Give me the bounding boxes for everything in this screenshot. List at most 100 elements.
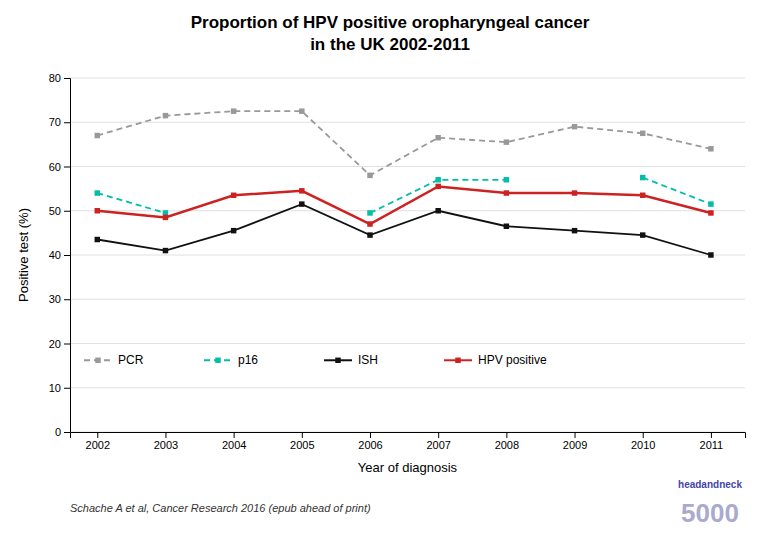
marker <box>367 210 372 215</box>
x-tick-mark <box>438 432 439 438</box>
y-tick: 20 <box>49 338 70 350</box>
annotation: Schache A et al, Cancer Research 2016 (e… <box>70 502 371 514</box>
legend-marker <box>95 358 100 363</box>
line <box>97 186 711 224</box>
annotation: 5000 <box>681 498 739 528</box>
x-tick: 2008 <box>495 432 519 451</box>
legend-bg <box>200 351 312 369</box>
marker <box>95 190 100 195</box>
x-tick-mark <box>711 432 712 438</box>
marker <box>435 135 440 140</box>
x-tick-mark <box>643 432 644 438</box>
marker <box>708 201 713 206</box>
marker <box>572 124 577 129</box>
legend-bg <box>440 351 552 369</box>
marker <box>708 210 713 215</box>
y-tick: 30 <box>49 293 70 305</box>
y-tick-label: 50 <box>49 205 61 217</box>
y-tick-mark <box>64 388 70 389</box>
marker <box>435 184 440 189</box>
marker <box>708 252 713 257</box>
x-tick: 2007 <box>426 432 450 451</box>
legend-marker <box>455 358 460 363</box>
legend: PCR p16 ISH HPV positive <box>80 351 552 369</box>
legend-label: p16 <box>238 353 258 367</box>
x-tick-label: 2008 <box>495 439 519 451</box>
y-tick-mark <box>64 255 70 256</box>
marker <box>95 208 100 213</box>
x-axis: 2002 2003 2004 2005 2006 2007 2008 2009 2010 2011 <box>71 432 746 451</box>
x-tick-label: 2007 <box>426 439 450 451</box>
y-axis-line <box>64 79 71 433</box>
legend-item: HPV positive <box>440 351 552 369</box>
markers <box>95 108 714 178</box>
legend-marker <box>215 358 220 363</box>
x-tick-mark <box>165 432 166 438</box>
legend-item: PCR <box>80 351 192 369</box>
x-tick: 2004 <box>222 432 246 451</box>
x-tick: 2002 <box>86 432 110 451</box>
y-tick: 40 <box>49 249 70 261</box>
y-tick-label: 0 <box>55 426 61 438</box>
marker <box>435 177 440 182</box>
y-tick-label: 80 <box>49 72 61 84</box>
grid-line <box>70 299 745 300</box>
marker <box>504 139 509 144</box>
x-tick: 2003 <box>154 432 178 451</box>
x-tick: 2009 <box>563 432 587 451</box>
x-tick-mark <box>370 432 371 438</box>
x-tick: 2006 <box>358 432 382 451</box>
marker <box>504 223 509 228</box>
y-tick-mark <box>64 78 70 79</box>
marker <box>504 190 509 195</box>
x-tick: 2005 <box>290 432 314 451</box>
legend-label: HPV positive <box>478 353 547 367</box>
x-tick-label: 2003 <box>154 439 178 451</box>
y-tick-mark <box>64 211 70 212</box>
x-tick-mark <box>97 432 98 438</box>
marker <box>367 221 372 226</box>
grid-line <box>70 210 745 211</box>
chart: Proportion of HPV positive oropharyngeal… <box>0 0 780 540</box>
marker <box>95 237 100 242</box>
marker <box>572 228 577 233</box>
legend-bg <box>80 351 192 369</box>
plot: 2002200320042005200620072008200920102011… <box>49 72 746 451</box>
marker <box>95 133 100 138</box>
grid-line <box>70 122 745 123</box>
y-axis-title: Positive test (%) <box>16 208 31 302</box>
y-tick-mark <box>64 122 70 123</box>
y-tick-label: 70 <box>49 116 61 128</box>
x-tick: 2010 <box>631 432 655 451</box>
marker <box>163 113 168 118</box>
x-tick-label: 2002 <box>86 439 110 451</box>
marker <box>640 193 645 198</box>
legend-item: p16 <box>200 351 312 369</box>
legend-item: ISH <box>320 351 432 369</box>
x-tick-mark <box>234 432 235 438</box>
y-tick: 60 <box>49 161 70 173</box>
marker <box>640 175 645 180</box>
legend-label: ISH <box>358 353 378 367</box>
x-tick-mark <box>575 432 576 438</box>
grid-line <box>70 166 745 167</box>
y-tick-label: 10 <box>49 382 61 394</box>
marker <box>163 215 168 220</box>
grid <box>70 78 745 432</box>
y-tick-label: 40 <box>49 249 61 261</box>
marker <box>367 173 372 178</box>
x-axis-title: Year of diagnosis <box>358 460 458 475</box>
line <box>97 204 711 255</box>
x-axis-line <box>71 433 746 439</box>
y-tick-mark <box>64 299 70 300</box>
marker <box>163 248 168 253</box>
subtitle: in the UK 2002-2011 <box>310 35 470 54</box>
grid-line <box>70 78 745 79</box>
y-tick: 70 <box>49 116 70 128</box>
x-tick-label: 2010 <box>631 439 655 451</box>
x-tick-mark <box>302 432 303 438</box>
x-tick: 2011 <box>700 432 724 451</box>
legend-marker <box>335 358 340 363</box>
marker <box>299 188 304 193</box>
markers <box>95 184 714 227</box>
